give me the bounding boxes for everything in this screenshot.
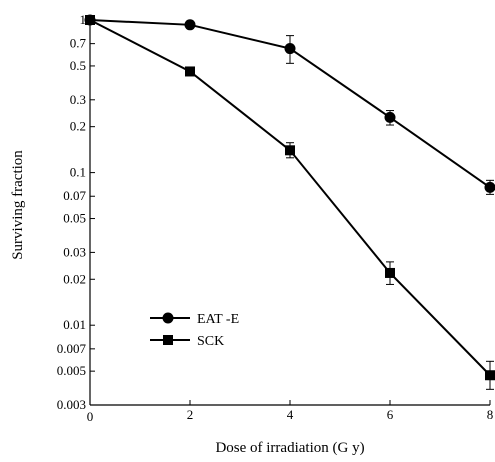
legend-marker [162, 312, 174, 324]
y-tick-label: 0.005 [57, 363, 86, 378]
data-point [384, 111, 396, 123]
legend-item: SCK [150, 334, 224, 349]
y-tick-label: 0.3 [70, 92, 86, 107]
y-tick-label: 1 [80, 12, 87, 27]
data-point [485, 370, 495, 381]
legend-marker [163, 335, 173, 345]
series-1 [84, 14, 495, 195]
y-tick-label: 0.05 [63, 211, 86, 226]
data-point [484, 181, 495, 193]
x-tick-label: 6 [387, 407, 394, 422]
y-tick-label: 0.003 [57, 397, 86, 412]
x-axis-ticks: 0 2 4 6 8 [87, 400, 494, 424]
y-tick-label: 0.03 [63, 244, 86, 259]
x-tick-label: 8 [487, 407, 494, 422]
axes [89, 18, 490, 406]
data-point [184, 19, 196, 31]
x-tick-label: 2 [187, 407, 194, 422]
legend-label: SCK [197, 334, 224, 349]
legend-item: EAT -E [150, 312, 239, 327]
data-point [85, 15, 95, 25]
y-tick-label: 0.01 [63, 317, 86, 332]
y-tick-label: 0.007 [57, 341, 87, 356]
y-tick-label: 0.2 [70, 119, 86, 134]
y-axis-title: Surviving fraction [10, 150, 26, 260]
data-point [185, 66, 195, 77]
series-2 [85, 15, 495, 390]
x-axis-title: Dose of irradiation (G y) [215, 440, 364, 456]
data-point [285, 145, 295, 156]
y-tick-label: 0.5 [70, 58, 86, 73]
legend: EAT -E SCK [150, 312, 239, 349]
series-line [89, 19, 491, 376]
data-point [385, 267, 395, 278]
y-axis-ticks: 0.003 0.005 0.007 0.01 0.02 0.03 0.05 0.07 0.1 0.… [57, 12, 95, 412]
y-tick-label: 0.07 [63, 188, 86, 203]
x-tick-label: 0 [87, 409, 94, 424]
series-layer [84, 14, 495, 390]
legend-label: EAT -E [197, 312, 239, 327]
x-tick-label: 4 [287, 407, 294, 422]
y-tick-label: 0.1 [70, 165, 86, 180]
y-tick-label: 0.7 [70, 36, 87, 51]
y-tick-label: 0.02 [63, 271, 86, 286]
data-point [284, 43, 296, 55]
